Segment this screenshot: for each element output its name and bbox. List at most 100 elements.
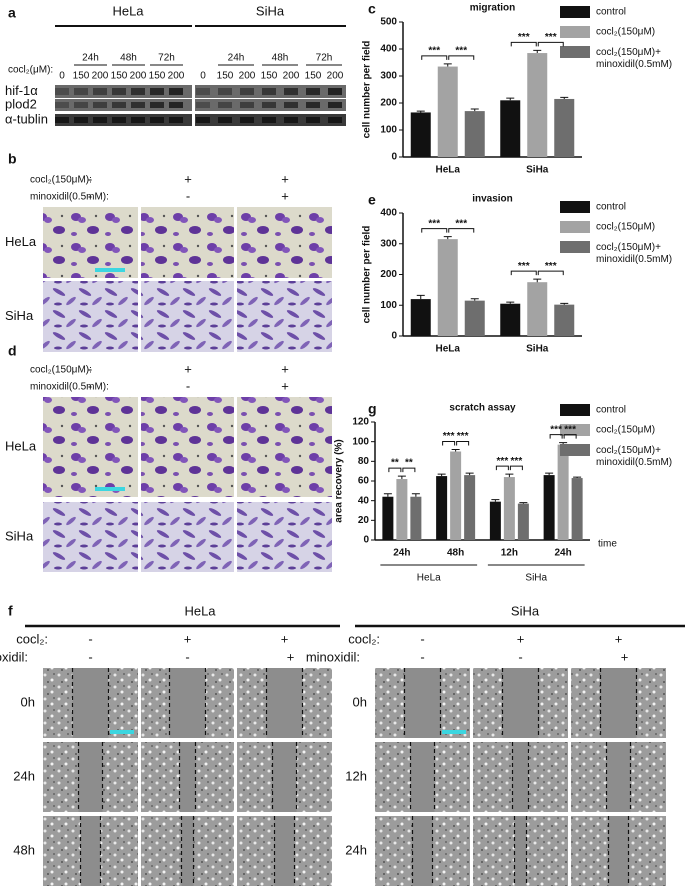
y-tick-label: 120: [352, 417, 369, 428]
condition-mark: +: [615, 631, 623, 646]
blot-band: [240, 117, 254, 123]
dose-label: 200: [168, 71, 185, 82]
error-bar: [451, 449, 460, 452]
bar: [410, 299, 431, 336]
x-tick-label: 24h: [393, 548, 410, 559]
blot-band: [218, 88, 232, 95]
bar: [382, 496, 394, 540]
blot-band: [112, 88, 126, 95]
significance-label: ***: [428, 45, 440, 56]
x-tick-label: HeLa: [436, 344, 461, 355]
scratch-gap: [179, 742, 196, 812]
blot-band: [74, 88, 88, 95]
condition-mark: +: [281, 378, 289, 393]
time-label: 24h: [82, 53, 99, 64]
chart-title: invasion: [472, 194, 513, 205]
condition-label: minoxidil:: [0, 649, 28, 664]
condition-mark: -: [186, 378, 190, 393]
band-label: α-tublin: [5, 111, 48, 126]
scratch-gap: [514, 816, 527, 886]
significance-label: ***: [457, 431, 469, 442]
significance-label: ***: [518, 32, 530, 43]
error-bar: [443, 63, 452, 67]
micrograph: [237, 502, 332, 572]
group-label: HeLa: [417, 573, 441, 584]
y-axis-label: cell number per field: [362, 41, 373, 139]
blot-band: [169, 88, 183, 95]
scale-bar: [95, 268, 125, 272]
dose-label: 150: [261, 71, 278, 82]
scratch-gap: [606, 742, 631, 812]
significance-bracket: [448, 228, 475, 233]
condition-label: cocl₂(150μM):: [30, 175, 92, 186]
bar: [554, 304, 575, 336]
significance-bracket: [510, 270, 537, 276]
row-label: SiHa: [5, 528, 34, 543]
bar: [437, 239, 458, 336]
micrograph: [237, 397, 332, 497]
micrograph: [237, 281, 332, 352]
error-bar: [465, 472, 474, 476]
legend-label: control: [596, 405, 626, 416]
scratch-gap: [181, 816, 194, 886]
dose-label: 150: [111, 71, 128, 82]
condition-mark: -: [88, 649, 92, 664]
bar: [464, 300, 485, 336]
blot-band: [306, 117, 320, 123]
error-bar: [533, 278, 542, 283]
significance-label: **: [405, 458, 413, 469]
significance-bracket: [537, 270, 564, 276]
micrograph: [237, 207, 332, 278]
scale-bar: [442, 730, 466, 734]
x-tick-label: SiHa: [526, 344, 549, 355]
bar: [410, 496, 422, 540]
y-tick-label: 0: [391, 331, 397, 342]
scratch-gap: [600, 668, 637, 738]
significance-bracket: [563, 434, 577, 439]
panel-letter: f: [8, 603, 13, 619]
legend-swatch: [560, 444, 590, 456]
bar: [554, 98, 575, 157]
condition-label: minoxidil(0.5mM):: [30, 192, 109, 203]
row-label: 12h: [345, 768, 367, 783]
x-tick-label: 12h: [501, 548, 518, 559]
bar: [527, 282, 548, 336]
significance-label: **: [391, 458, 399, 469]
scale-bar: [110, 730, 134, 734]
error-bar: [519, 502, 528, 504]
condition-mark: +: [281, 361, 289, 376]
scale-bar: [95, 487, 125, 491]
scratch-gap: [412, 816, 433, 886]
chart-title: migration: [470, 3, 516, 14]
significance-bracket: [495, 465, 509, 471]
legend-swatch: [560, 404, 590, 416]
legend-swatch: [560, 26, 590, 38]
error-bar: [560, 96, 569, 99]
cell-line-label: HeLa: [112, 3, 144, 18]
legend-label: cocl₂(150μM)+ minoxidil(0.5mM): [596, 242, 672, 265]
significance-bracket: [402, 467, 416, 473]
condition-mark: -: [88, 188, 92, 203]
significance-label: ***: [564, 424, 576, 435]
blot-band: [328, 117, 342, 123]
x-tick-label: 48h: [447, 548, 464, 559]
dose-label: 200: [239, 71, 256, 82]
significance-bracket: [537, 41, 564, 47]
legend-label: cocl₂(150μM)+ minoxidil(0.5mM): [596, 445, 672, 468]
micrograph: [43, 502, 138, 572]
blot-band: [169, 102, 183, 108]
error-bar: [491, 499, 500, 502]
y-tick-label: 20: [358, 515, 370, 526]
condition-mark: +: [184, 361, 192, 376]
micrograph: [141, 397, 234, 497]
legend-label: control: [596, 7, 626, 18]
x-tick-label: HeLa: [436, 165, 461, 176]
blot-band: [93, 102, 107, 108]
y-tick-label: 400: [380, 44, 397, 55]
error-bar: [470, 108, 479, 112]
y-axis-label: cell number per field: [362, 226, 373, 324]
scratch-gap: [502, 668, 539, 738]
significance-bracket: [549, 434, 563, 439]
time-label: 24h: [228, 53, 245, 64]
